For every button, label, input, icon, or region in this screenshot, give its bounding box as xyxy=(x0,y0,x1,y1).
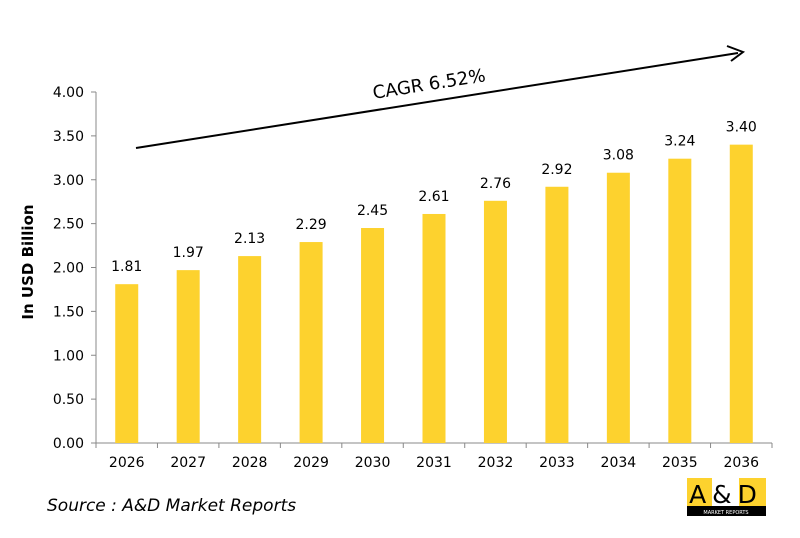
y-tick-label: 0.00 xyxy=(53,436,84,452)
x-tick-label: 2028 xyxy=(232,455,268,471)
y-tick-label: 4.00 xyxy=(53,85,84,101)
data-label: 1.97 xyxy=(173,245,204,261)
bar xyxy=(483,200,507,443)
x-tick-label: 2029 xyxy=(293,455,329,471)
bar xyxy=(545,186,569,443)
y-tick-label: 2.00 xyxy=(53,261,84,277)
data-label: 3.40 xyxy=(726,120,757,136)
x-tick-label: 2032 xyxy=(478,455,514,471)
x-tick-label: 2035 xyxy=(662,455,698,471)
y-tick-label: 1.00 xyxy=(53,348,84,364)
y-tick-label: 1.50 xyxy=(53,304,84,320)
x-tick-label: 2033 xyxy=(539,455,575,471)
source-text: Source : A&D Market Reports xyxy=(47,496,296,516)
data-label: 3.24 xyxy=(664,134,695,150)
data-label: 2.92 xyxy=(541,162,572,178)
data-label: 1.81 xyxy=(111,259,142,275)
logo: A&D MARKET REPORTS xyxy=(687,478,766,516)
svg-text:MARKET REPORTS: MARKET REPORTS xyxy=(703,510,748,516)
x-tick-label: 2026 xyxy=(109,455,145,471)
bar xyxy=(729,144,753,443)
y-tick-label: 3.50 xyxy=(53,129,84,145)
cagr-annotation: CAGR 6.52% xyxy=(371,65,487,104)
data-label: 3.08 xyxy=(603,148,634,164)
bar xyxy=(361,228,385,443)
bar xyxy=(606,172,630,444)
bar xyxy=(299,242,323,443)
bar xyxy=(422,213,446,443)
data-label: 2.76 xyxy=(480,176,511,192)
x-tick-label: 2034 xyxy=(601,455,637,471)
x-axis: 2026 2027 2028 2029 2030 2031 2032 2033 2034 2035… xyxy=(95,442,773,471)
y-tick-label: 2.50 xyxy=(53,217,84,233)
bars: 1.81 1.97 2.13 2.29 2.45 2.61 2.76 2.92 3.08 3.24… xyxy=(111,120,757,444)
x-tick-label: 2027 xyxy=(170,455,206,471)
y-axis-label: In USD Billion xyxy=(19,204,37,319)
data-label: 2.13 xyxy=(234,231,265,247)
bar xyxy=(176,270,200,443)
bar xyxy=(115,284,139,443)
y-axis: 0.00 0.50 1.00 1.50 2.00 2.50 3.00 3.50 4.00 xyxy=(53,85,97,452)
cagr-arrow xyxy=(135,45,746,149)
x-tick-label: 2036 xyxy=(723,455,759,471)
data-label: 2.61 xyxy=(418,189,449,205)
bar xyxy=(238,256,262,443)
y-tick-label: 0.50 xyxy=(53,392,84,408)
x-tick-label: 2030 xyxy=(355,455,391,471)
svg-text:A&D: A&D xyxy=(689,480,763,509)
data-label: 2.45 xyxy=(357,203,388,219)
data-label: 2.29 xyxy=(296,217,327,233)
y-tick-label: 3.00 xyxy=(53,173,84,189)
x-tick-label: 2031 xyxy=(416,455,452,471)
bar xyxy=(668,158,692,443)
